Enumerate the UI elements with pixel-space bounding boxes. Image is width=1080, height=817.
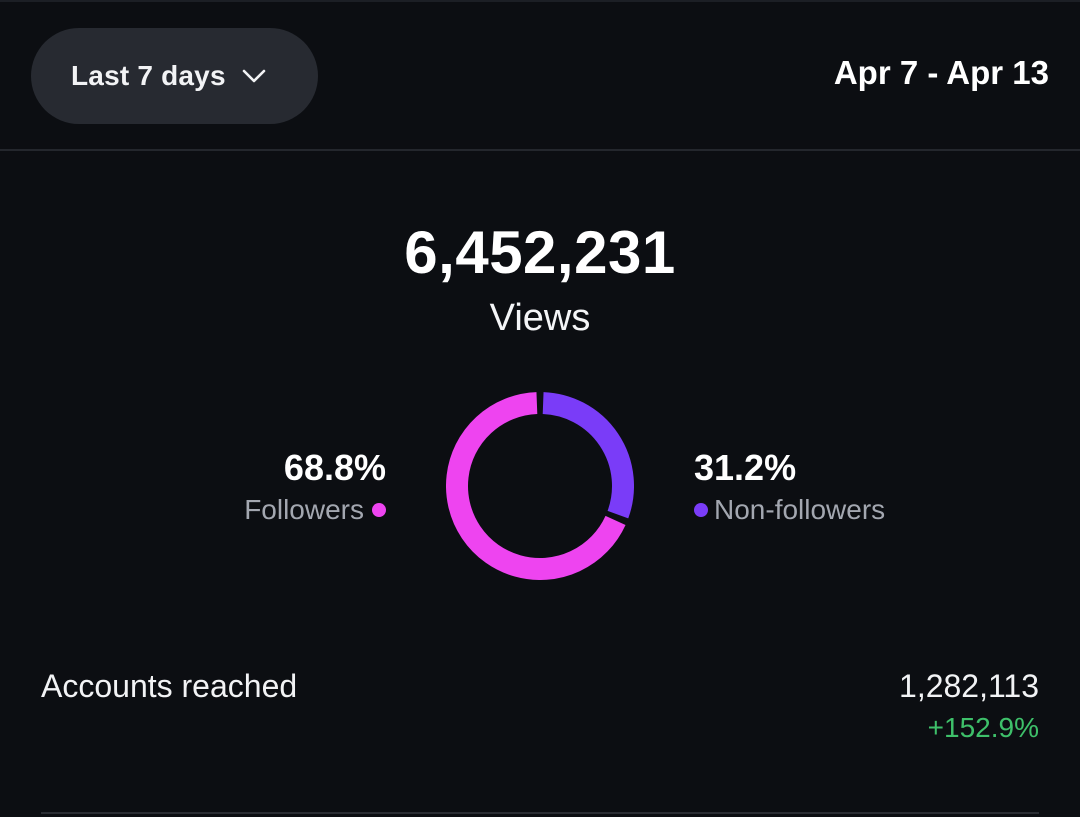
date-range-text: Apr 7 - Apr 13 bbox=[833, 54, 1049, 91]
date-range-dropdown-label: Last 7 days bbox=[71, 60, 226, 91]
metric-value: 1,282,113 bbox=[899, 668, 1039, 704]
followers-legend-dot bbox=[372, 503, 386, 517]
chevron-down-icon bbox=[242, 69, 266, 83]
donut-segment-non-followers bbox=[542, 392, 634, 519]
header-divider bbox=[0, 149, 1080, 151]
date-range-dropdown[interactable]: Last 7 days bbox=[31, 28, 318, 124]
followers-label: Followers bbox=[244, 494, 364, 525]
non-followers-label: Non-followers bbox=[714, 494, 886, 525]
non-followers-stat: 31.2% Non-followers bbox=[694, 447, 885, 527]
metric-change: +152.9% bbox=[927, 712, 1039, 743]
followers-percent: 68.8% bbox=[283, 447, 386, 488]
non-followers-legend: Non-followers bbox=[694, 493, 885, 527]
views-label: Views bbox=[489, 297, 591, 339]
top-edge bbox=[0, 0, 1080, 2]
audience-donut-chart bbox=[446, 392, 634, 580]
followers-stat: 68.8% Followers bbox=[244, 447, 386, 527]
views-total: 6,452,231 bbox=[404, 219, 676, 286]
section-divider bbox=[41, 812, 1039, 814]
followers-legend: Followers bbox=[244, 493, 386, 527]
non-followers-percent: 31.2% bbox=[694, 447, 797, 488]
non-followers-legend-dot bbox=[694, 503, 708, 517]
metric-row-accounts-reached[interactable]: Accounts reached 1,282,113 +152.9% bbox=[41, 668, 1039, 748]
donut-segment-followers bbox=[446, 392, 626, 580]
metric-label: Accounts reached bbox=[41, 668, 298, 704]
